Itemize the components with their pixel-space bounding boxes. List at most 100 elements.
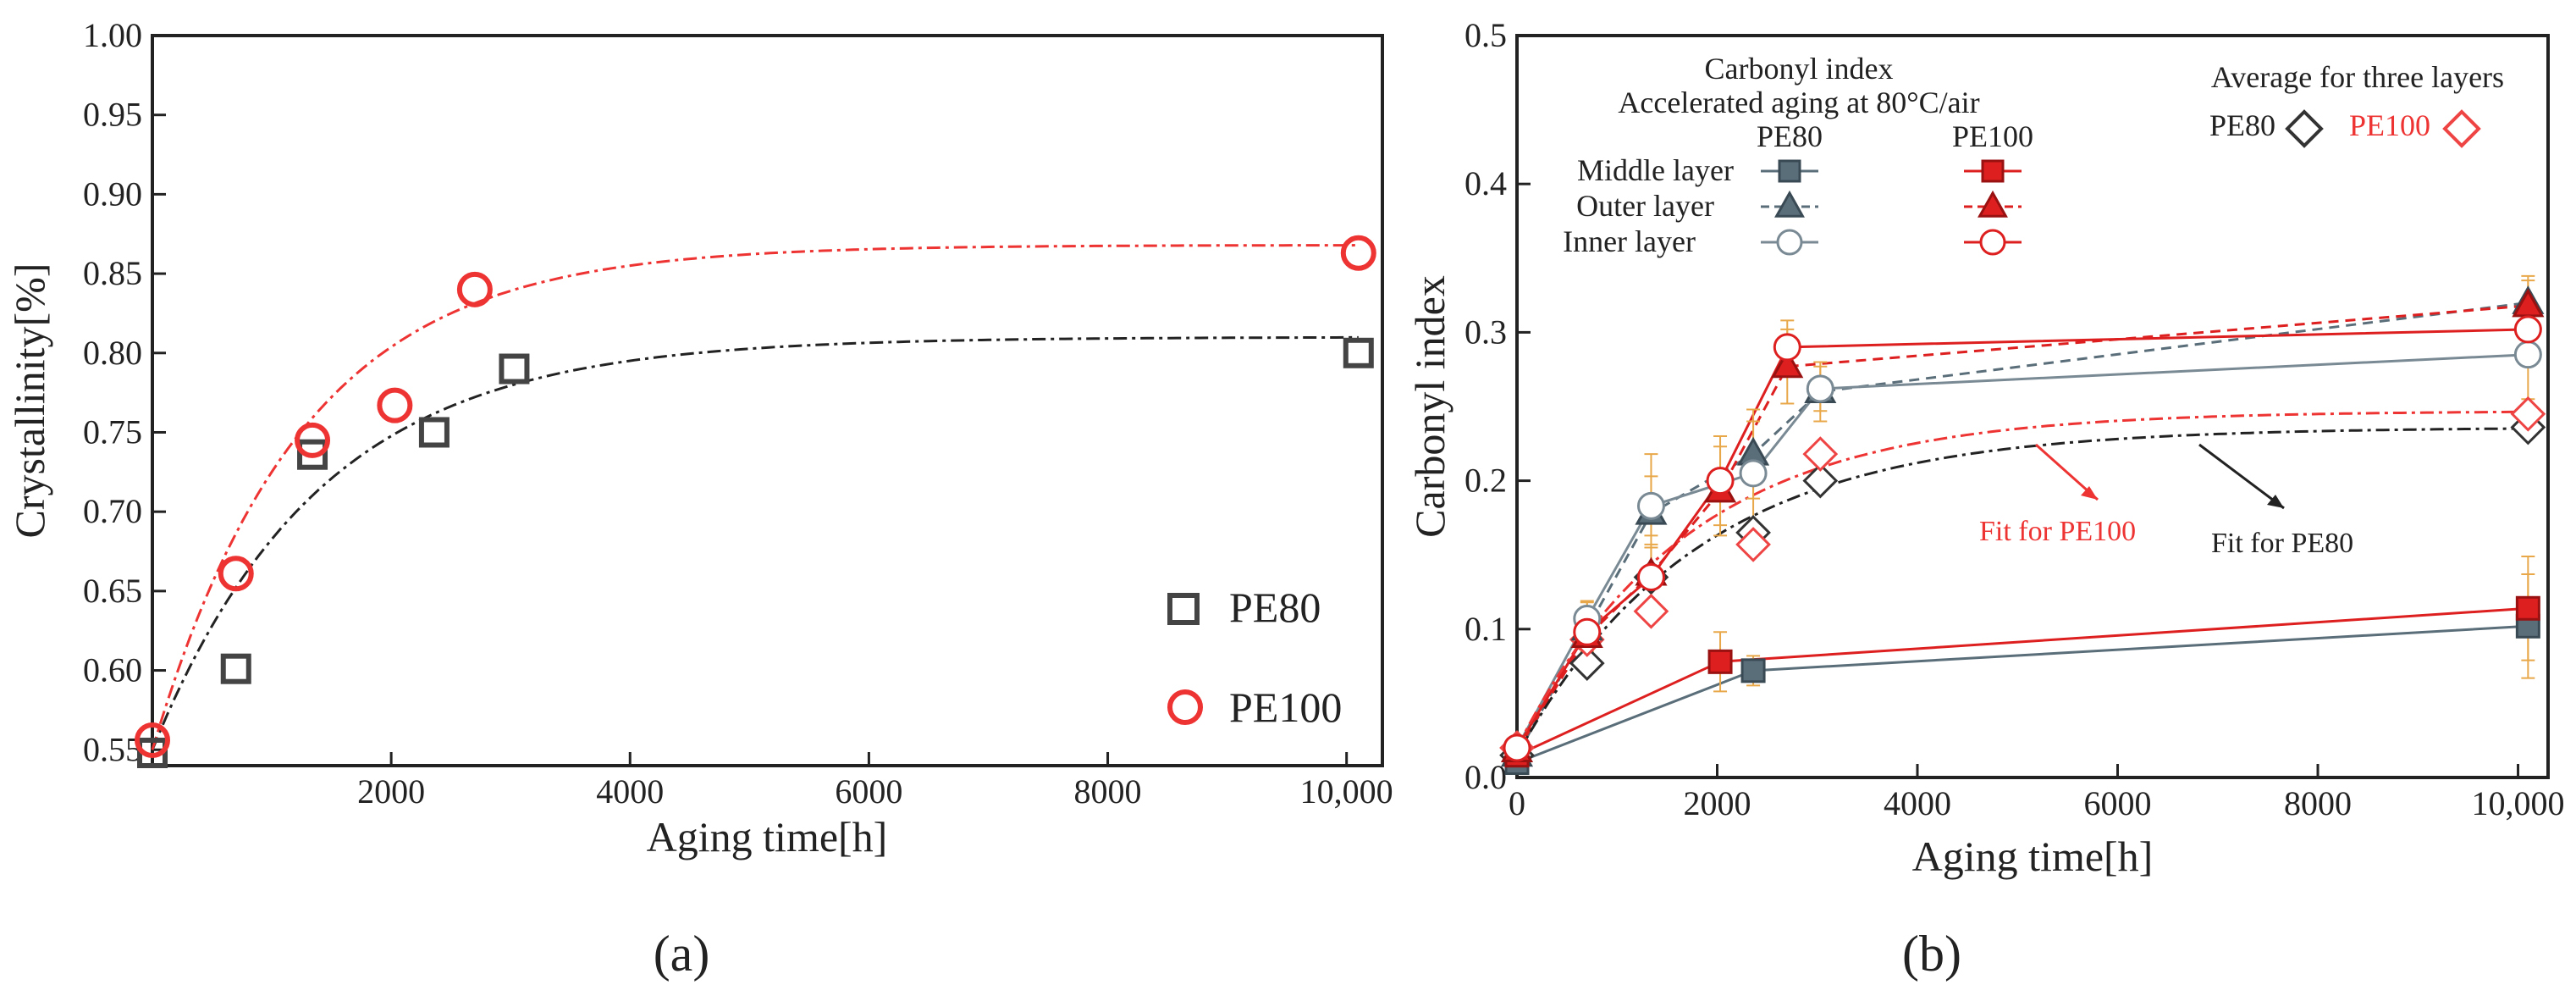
data-point-pe100 [135,722,170,759]
data-point-pe100-middle [1707,649,1733,674]
legend-row-middle: Middle layer [1577,153,1734,187]
legend-subtitle: Accelerated aging at 80°C/air [1618,86,1979,119]
panel-b-fit-curves [1515,410,2529,756]
panel-a-y-tick-label: 0.90 [83,174,142,213]
legend-pe80-label: PE80 [1229,584,1321,631]
data-point-pe80 [297,439,328,470]
panel-a-x-tick-label: 2000 [357,772,425,811]
legend-pe100-label: PE100 [1229,683,1342,731]
panel-b-y-tick-label: 0.5 [1465,16,1507,54]
data-point-pe80 [1343,337,1374,368]
legend-swatch-pe100-outer [1978,190,2008,218]
fit-pe80-arrow [2198,443,2285,510]
legend-row-inner: Inner layer [1563,224,1696,258]
fit-pe100-arrowhead [2081,486,2098,500]
average-point-pe100 [1633,593,1669,629]
panel-a-y-tick-label: 1.00 [83,16,142,54]
average-point-pe80 [1569,645,1605,681]
fit-curve-pe80 [151,335,1359,750]
panel-b-x-tick-label: 4000 [1884,784,1951,822]
panel-b-data-marks [1499,285,2546,775]
data-point-pe100-inner [1706,467,1735,495]
panel-a-legend: PE80 PE100 [1167,584,1342,731]
legend-title: Carbonyl index [1705,52,1894,86]
data-point-pe80 [499,353,530,385]
data-point-pe100-outer [1771,349,1804,379]
panel-b-x-tick-label: 2000 [1684,784,1751,822]
series-line-pe100-middle [1516,606,2529,757]
data-point-pe100-middle [2515,595,2540,621]
data-point-pe100-inner [1503,733,1531,762]
average-point-pe100 [1802,436,1839,472]
panel-a-fit-curves [151,244,1359,750]
panel-a-data-marks [135,235,1376,769]
panel-b-y-tick-label: 0.4 [1465,164,1507,202]
fit-pe80-label: Fit for PE80 [2211,528,2353,559]
legend-row-outer: Outer layer [1576,189,1714,223]
panel-b-y-tick-label: 0.3 [1465,313,1507,351]
panel-a-x-axis-label: Aging time[h] [647,813,888,860]
panel-a-y-tick-label: 0.70 [83,492,142,530]
panel-a-x-tick-label: 10,000 [1300,772,1393,811]
data-point-pe100 [295,422,331,458]
data-point-pe100-inner [1773,333,1801,362]
legend-pe100-marker [1167,689,1203,725]
panel-b: 0 2000 4000 6000 8000 10,000 0.0 0.1 0.2 0.3 0.4 0.… [1406,16,2565,982]
data-point-pe80 [220,653,251,684]
panel-a-y-tick-label: 0.55 [83,730,142,768]
panel-b-layer-legend: Carbonyl index Accelerated aging at 80°C… [1563,52,2033,258]
data-point-pe80-inner [2513,340,2542,369]
data-point-pe80-inner [1739,459,1768,488]
average-point-pe100 [2510,396,2546,432]
legend-col-pe80: PE80 [1757,119,1823,153]
avg-legend-title: Average for three layers [2211,60,2504,94]
panel-a-label: (a) [654,926,710,982]
panel-b-x-tick-label: 10,000 [2472,784,2565,822]
panel-a-plot-frame [151,34,1384,767]
data-point-pe100 [218,556,254,592]
panel-b-x-tick-label: 8000 [2284,784,2352,822]
panel-b-plot-frame [1515,34,2550,779]
panel-a-ticks: 2000 4000 6000 8000 10,000 0.55 0.60 0.65 0.70 0.… [83,16,1393,811]
panel-b-fit-annotations: Fit for PE100 Fit for PE80 [1979,443,2353,559]
avg-legend-pe80-diamond [2285,109,2324,148]
data-point-pe100-inner [2513,315,2542,344]
panel-a-y-tick-label: 0.80 [83,334,142,372]
legend-pe80-marker [1167,593,1200,625]
fit-pe100-label: Fit for PE100 [1979,516,2136,547]
legend-swatch-pe100-inner [1979,229,2006,256]
series-line-pe80-middle [1516,624,2529,764]
panel-b-y-tick-label: 0.1 [1465,610,1507,648]
panel-a-y-tick-label: 0.85 [83,254,142,292]
panel-a-y-tick-label: 0.60 [83,651,142,689]
panel-a-y-axis-label: Crystallinity[%] [6,263,53,539]
panel-a-x-tick-label: 8000 [1074,772,1142,811]
data-point-pe80-middle [1740,658,1766,683]
panel-b-label: (b) [1902,926,1961,982]
data-point-pe80-inner [1806,374,1834,403]
average-point-pe100 [1735,527,1771,562]
fit-curve-pe100 [1515,410,2529,749]
data-point-pe100 [1340,235,1376,271]
panel-a-y-tick-label: 0.75 [83,412,142,451]
legend-swatch-pe80-middle [1778,159,1801,183]
panel-b-y-tick-label: 0.2 [1465,462,1507,500]
panel-a-y-tick-label: 0.65 [83,572,142,610]
fit-pe80-arrowhead [2267,495,2284,508]
data-point-pe100-inner [1573,617,1602,646]
data-point-pe80 [418,417,450,448]
panel-b-x-tick-label: 6000 [2084,784,2152,822]
panel-b-ticks: 0 2000 4000 6000 8000 10,000 0.0 0.1 0.2 0.3 0.4 0.… [1465,16,2565,822]
panel-a-x-tick-label: 6000 [835,772,902,811]
avg-legend-pe100-diamond [2442,109,2481,148]
legend-swatch-pe100-middle [1981,159,2005,183]
legend-swatch-pe80-inner [1776,229,1803,256]
series-line-pe100-outer [1515,304,2529,752]
fit-curve-pe100 [151,244,1359,750]
panel-b-x-tick-label: 0 [1509,784,1525,822]
data-point-pe100 [456,271,493,307]
legend-layer-swatches [1761,159,2022,256]
panel-a: 2000 4000 6000 8000 10,000 0.55 0.60 0.65 0.70 0.… [6,16,1393,982]
panel-a-y-tick-label: 0.95 [83,96,142,134]
